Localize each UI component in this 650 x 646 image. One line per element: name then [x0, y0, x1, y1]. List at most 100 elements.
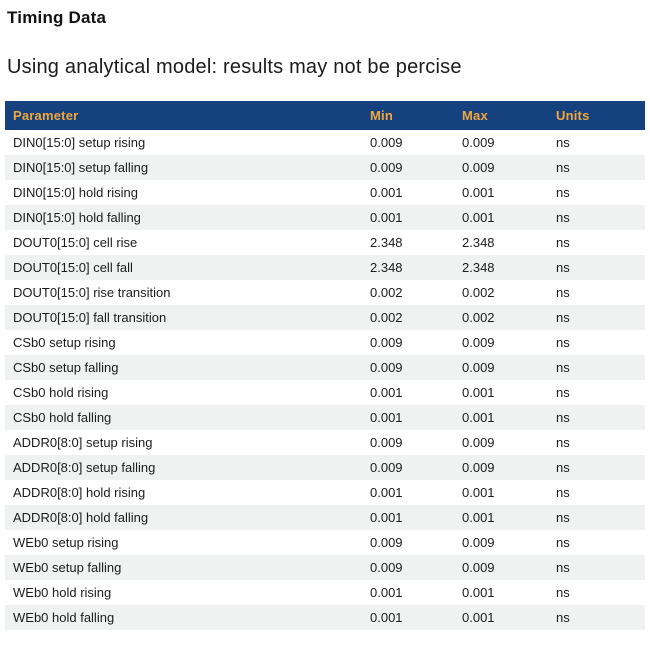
- max-cell: 2.348: [462, 260, 495, 275]
- min-cell: 0.009: [370, 535, 403, 550]
- min-cell: 0.009: [370, 335, 403, 350]
- units-cell: ns: [556, 535, 570, 550]
- max-cell: 0.009: [462, 135, 495, 150]
- units-cell: ns: [556, 310, 570, 325]
- parameter-cell: CSb0 hold falling: [13, 410, 112, 425]
- parameter-cell: WEb0 setup rising: [13, 535, 119, 550]
- units-cell: ns: [556, 610, 570, 625]
- max-cell: 0.001: [462, 185, 495, 200]
- table-row: WEb0 hold rising 0.001 0.001 ns: [5, 580, 645, 605]
- table-row: DIN0[15:0] setup rising 0.009 0.009 ns: [5, 130, 645, 155]
- table-row: WEb0 setup falling 0.009 0.009 ns: [5, 555, 645, 580]
- min-cell: 2.348: [370, 235, 403, 250]
- parameter-cell: DOUT0[15:0] rise transition: [13, 285, 171, 300]
- parameter-cell: DIN0[15:0] hold falling: [13, 210, 141, 225]
- parameter-cell: WEb0 setup falling: [13, 560, 122, 575]
- parameter-cell: ADDR0[8:0] setup falling: [13, 460, 156, 475]
- units-cell: ns: [556, 585, 570, 600]
- table-header-row: Parameter Min Max Units: [5, 101, 645, 130]
- units-cell: ns: [556, 160, 570, 175]
- max-cell: 0.002: [462, 285, 495, 300]
- column-header-units: Units: [548, 101, 645, 130]
- table-row: ADDR0[8:0] setup rising 0.009 0.009 ns: [5, 430, 645, 455]
- parameter-cell: DIN0[15:0] hold rising: [13, 185, 139, 200]
- column-header-max: Max: [454, 101, 548, 130]
- parameter-cell: CSb0 setup falling: [13, 360, 119, 375]
- parameter-cell: ADDR0[8:0] hold rising: [13, 485, 146, 500]
- units-cell: ns: [556, 235, 570, 250]
- units-cell: ns: [556, 260, 570, 275]
- min-cell: 0.001: [370, 510, 403, 525]
- table-row: WEb0 hold falling 0.001 0.001 ns: [5, 605, 645, 630]
- table-row: ADDR0[8:0] setup falling 0.009 0.009 ns: [5, 455, 645, 480]
- min-cell: 0.002: [370, 285, 403, 300]
- max-cell: 0.009: [462, 160, 495, 175]
- table-row: DIN0[15:0] hold rising 0.001 0.001 ns: [5, 180, 645, 205]
- parameter-cell: ADDR0[8:0] hold falling: [13, 510, 149, 525]
- units-cell: ns: [556, 285, 570, 300]
- min-cell: 0.009: [370, 560, 403, 575]
- units-cell: ns: [556, 210, 570, 225]
- units-cell: ns: [556, 385, 570, 400]
- parameter-cell: ADDR0[8:0] setup rising: [13, 435, 153, 450]
- parameter-cell: DIN0[15:0] setup falling: [13, 160, 149, 175]
- max-cell: 0.001: [462, 585, 495, 600]
- min-cell: 0.009: [370, 435, 403, 450]
- table-row: DIN0[15:0] setup falling 0.009 0.009 ns: [5, 155, 645, 180]
- table-row: CSb0 setup falling 0.009 0.009 ns: [5, 355, 645, 380]
- units-cell: ns: [556, 560, 570, 575]
- min-cell: 0.001: [370, 185, 403, 200]
- min-cell: 2.348: [370, 260, 403, 275]
- max-cell: 0.009: [462, 535, 495, 550]
- min-cell: 0.001: [370, 585, 403, 600]
- units-cell: ns: [556, 485, 570, 500]
- timing-data-table: Parameter Min Max Units DIN0[15:0] setup…: [5, 101, 645, 630]
- parameter-cell: DIN0[15:0] setup rising: [13, 135, 146, 150]
- max-cell: 0.009: [462, 460, 495, 475]
- max-cell: 0.001: [462, 485, 495, 500]
- min-cell: 0.001: [370, 410, 403, 425]
- parameter-cell: WEb0 hold rising: [13, 585, 112, 600]
- max-cell: 0.001: [462, 385, 495, 400]
- max-cell: 0.009: [462, 360, 495, 375]
- max-cell: 0.001: [462, 210, 495, 225]
- max-cell: 2.348: [462, 235, 495, 250]
- min-cell: 0.009: [370, 160, 403, 175]
- units-cell: ns: [556, 435, 570, 450]
- units-cell: ns: [556, 135, 570, 150]
- parameter-cell: DOUT0[15:0] cell rise: [13, 235, 138, 250]
- max-cell: 0.001: [462, 610, 495, 625]
- max-cell: 0.001: [462, 510, 495, 525]
- units-cell: ns: [556, 460, 570, 475]
- min-cell: 0.009: [370, 460, 403, 475]
- table-row: DOUT0[15:0] rise transition 0.002 0.002 …: [5, 280, 645, 305]
- parameter-cell: WEb0 hold falling: [13, 610, 115, 625]
- table-row: CSb0 hold rising 0.001 0.001 ns: [5, 380, 645, 405]
- table-row: ADDR0[8:0] hold rising 0.001 0.001 ns: [5, 480, 645, 505]
- table-row: WEb0 setup rising 0.009 0.009 ns: [5, 530, 645, 555]
- units-cell: ns: [556, 360, 570, 375]
- table-header: Parameter Min Max Units: [5, 101, 645, 130]
- units-cell: ns: [556, 410, 570, 425]
- units-cell: ns: [556, 185, 570, 200]
- min-cell: 0.002: [370, 310, 403, 325]
- max-cell: 0.009: [462, 435, 495, 450]
- table-row: DIN0[15:0] hold falling 0.001 0.001 ns: [5, 205, 645, 230]
- parameter-cell: DOUT0[15:0] cell fall: [13, 260, 133, 275]
- table-row: ADDR0[8:0] hold falling 0.001 0.001 ns: [5, 505, 645, 530]
- max-cell: 0.009: [462, 335, 495, 350]
- page-title: Timing Data: [7, 8, 107, 27]
- min-cell: 0.001: [370, 385, 403, 400]
- parameter-cell: CSb0 hold rising: [13, 385, 109, 400]
- min-cell: 0.009: [370, 135, 403, 150]
- column-header-parameter: Parameter: [5, 101, 362, 130]
- table-row: DOUT0[15:0] fall transition 0.002 0.002 …: [5, 305, 645, 330]
- parameter-cell: CSb0 setup rising: [13, 335, 116, 350]
- min-cell: 0.001: [370, 210, 403, 225]
- table-row: DOUT0[15:0] cell fall 2.348 2.348 ns: [5, 255, 645, 280]
- max-cell: 0.002: [462, 310, 495, 325]
- min-cell: 0.001: [370, 610, 403, 625]
- units-cell: ns: [556, 335, 570, 350]
- page-subtitle: Using analytical model: results may not …: [7, 56, 462, 78]
